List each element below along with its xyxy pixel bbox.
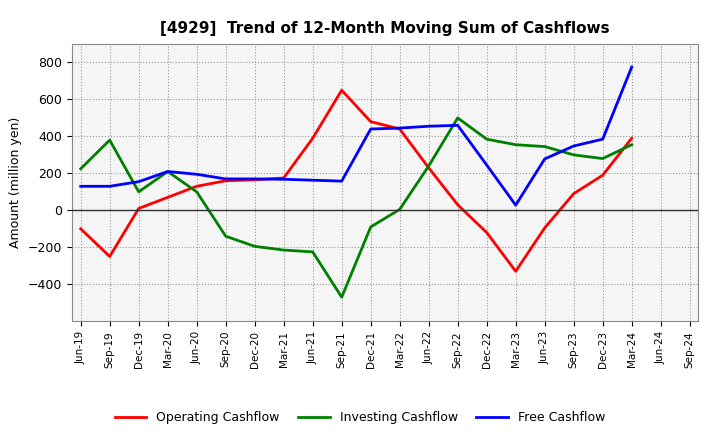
Free Cashflow xyxy=(541,156,549,161)
Free Cashflow xyxy=(251,176,259,182)
Free Cashflow xyxy=(163,169,172,174)
Investing Cashflow xyxy=(308,249,317,254)
Investing Cashflow xyxy=(598,156,607,161)
Investing Cashflow xyxy=(570,152,578,158)
Y-axis label: Amount (million yen): Amount (million yen) xyxy=(9,117,22,248)
Operating Cashflow xyxy=(395,126,404,132)
Operating Cashflow xyxy=(308,136,317,141)
Operating Cashflow xyxy=(598,172,607,178)
Free Cashflow xyxy=(135,179,143,184)
Investing Cashflow xyxy=(221,234,230,239)
Investing Cashflow xyxy=(541,144,549,149)
Free Cashflow xyxy=(308,178,317,183)
Operating Cashflow xyxy=(511,269,520,274)
Free Cashflow xyxy=(511,202,520,208)
Operating Cashflow xyxy=(570,191,578,196)
Free Cashflow xyxy=(279,176,288,182)
Free Cashflow xyxy=(192,172,201,177)
Investing Cashflow xyxy=(454,115,462,121)
Operating Cashflow xyxy=(627,136,636,141)
Free Cashflow xyxy=(454,123,462,128)
Free Cashflow xyxy=(598,136,607,142)
Operating Cashflow xyxy=(454,202,462,207)
Free Cashflow xyxy=(221,176,230,182)
Operating Cashflow xyxy=(105,254,114,259)
Free Cashflow xyxy=(395,125,404,131)
Free Cashflow xyxy=(570,143,578,149)
Operating Cashflow xyxy=(76,226,85,231)
Investing Cashflow xyxy=(76,166,85,171)
Investing Cashflow xyxy=(366,224,375,230)
Line: Operating Cashflow: Operating Cashflow xyxy=(81,90,631,271)
Free Cashflow xyxy=(424,124,433,129)
Free Cashflow xyxy=(627,64,636,70)
Investing Cashflow xyxy=(395,207,404,212)
Operating Cashflow xyxy=(424,165,433,170)
Investing Cashflow xyxy=(192,189,201,194)
Investing Cashflow xyxy=(105,137,114,143)
Operating Cashflow xyxy=(221,178,230,183)
Operating Cashflow xyxy=(163,195,172,200)
Investing Cashflow xyxy=(279,247,288,253)
Free Cashflow xyxy=(338,179,346,184)
Investing Cashflow xyxy=(163,169,172,174)
Operating Cashflow xyxy=(541,225,549,231)
Investing Cashflow xyxy=(338,294,346,300)
Title: [4929]  Trend of 12-Month Moving Sum of Cashflows: [4929] Trend of 12-Month Moving Sum of C… xyxy=(161,21,610,36)
Line: Investing Cashflow: Investing Cashflow xyxy=(81,118,631,297)
Operating Cashflow xyxy=(279,175,288,180)
Investing Cashflow xyxy=(251,244,259,249)
Operating Cashflow xyxy=(251,177,259,183)
Legend: Operating Cashflow, Investing Cashflow, Free Cashflow: Operating Cashflow, Investing Cashflow, … xyxy=(110,407,610,429)
Operating Cashflow xyxy=(366,119,375,124)
Investing Cashflow xyxy=(511,142,520,147)
Investing Cashflow xyxy=(627,142,636,147)
Investing Cashflow xyxy=(482,136,491,142)
Free Cashflow xyxy=(105,183,114,189)
Operating Cashflow xyxy=(338,88,346,93)
Free Cashflow xyxy=(366,126,375,132)
Free Cashflow xyxy=(482,162,491,168)
Free Cashflow xyxy=(76,183,85,189)
Operating Cashflow xyxy=(482,230,491,235)
Investing Cashflow xyxy=(424,163,433,169)
Line: Free Cashflow: Free Cashflow xyxy=(81,67,631,205)
Operating Cashflow xyxy=(192,183,201,189)
Investing Cashflow xyxy=(135,189,143,194)
Operating Cashflow xyxy=(135,206,143,211)
